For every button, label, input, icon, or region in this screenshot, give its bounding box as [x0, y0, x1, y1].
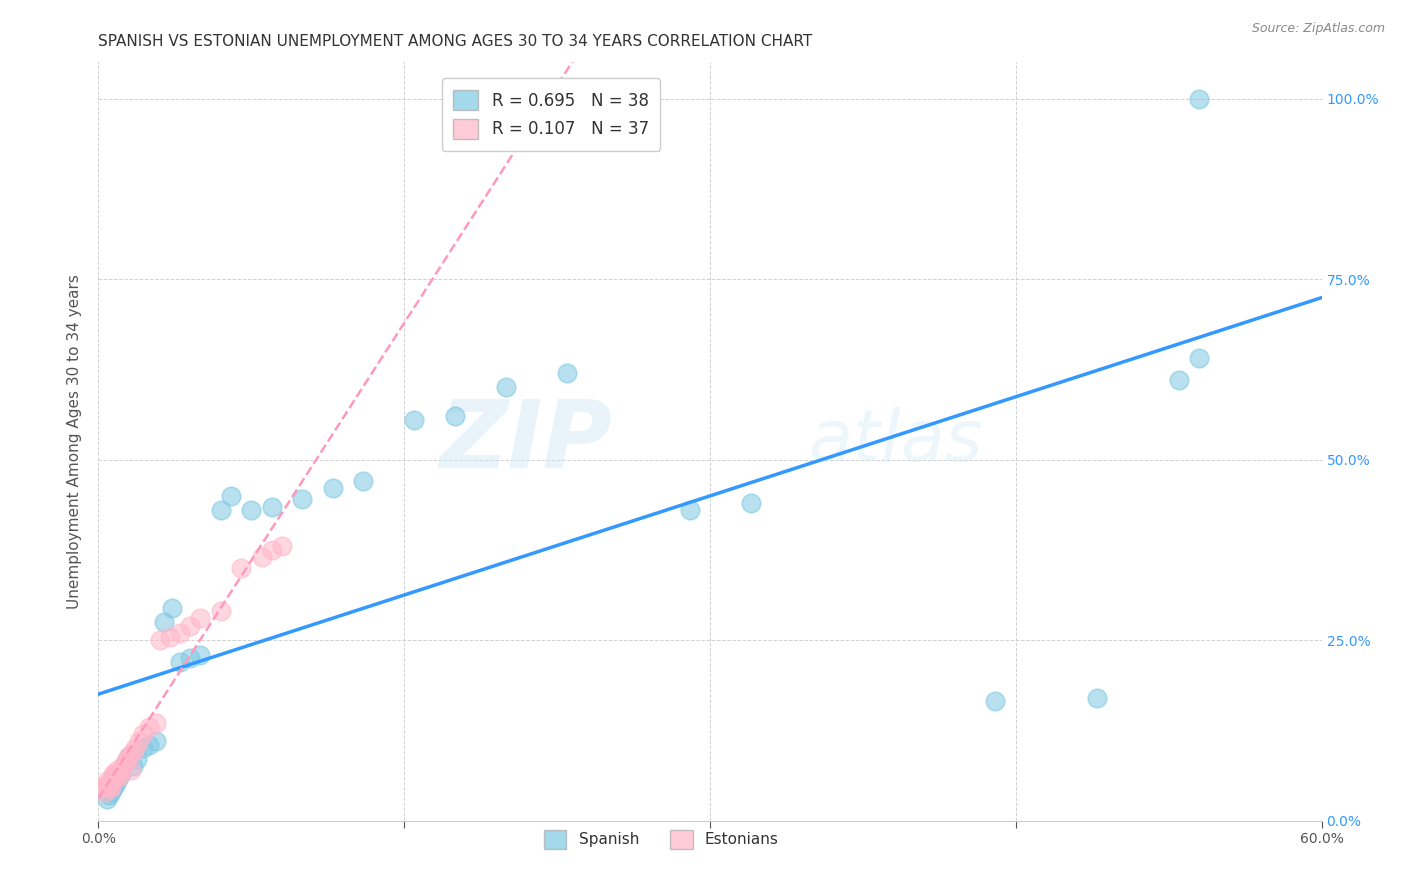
Point — [105, 763, 128, 777]
Point — [219, 489, 242, 503]
Point — [209, 604, 232, 618]
Point — [96, 792, 118, 806]
Point — [984, 694, 1007, 708]
Point — [1085, 690, 1108, 705]
Point — [240, 503, 263, 517]
Point — [93, 785, 115, 799]
Point — [110, 766, 132, 780]
Point — [97, 789, 120, 803]
Point — [169, 626, 191, 640]
Point — [122, 745, 145, 759]
Point — [108, 766, 131, 780]
Point — [108, 770, 131, 784]
Point — [1188, 91, 1211, 105]
Point — [138, 720, 160, 734]
Point — [152, 615, 174, 629]
Point — [160, 600, 183, 615]
Text: SPANISH VS ESTONIAN UNEMPLOYMENT AMONG AGES 30 TO 34 YEARS CORRELATION CHART: SPANISH VS ESTONIAN UNEMPLOYMENT AMONG A… — [98, 34, 813, 49]
Point — [114, 756, 136, 770]
Point — [114, 756, 136, 770]
Point — [1188, 351, 1211, 366]
Point — [118, 748, 141, 763]
Point — [132, 727, 155, 741]
Point — [96, 778, 118, 792]
Point — [104, 770, 127, 784]
Point — [169, 655, 191, 669]
Point — [110, 763, 132, 777]
Point — [100, 785, 122, 799]
Point — [145, 716, 167, 731]
Point — [104, 778, 127, 792]
Point — [188, 648, 212, 662]
Point — [96, 773, 118, 788]
Point — [127, 752, 149, 766]
Point — [495, 380, 517, 394]
Point — [250, 550, 273, 565]
Point — [122, 759, 145, 773]
Point — [322, 482, 344, 496]
Point — [679, 503, 702, 517]
Point — [118, 748, 141, 763]
Point — [188, 611, 212, 625]
Point — [111, 759, 134, 773]
Legend: Spanish, Estonians: Spanish, Estonians — [537, 824, 785, 855]
Point — [108, 770, 131, 784]
Point — [555, 366, 579, 380]
Point — [101, 770, 124, 784]
Point — [104, 766, 127, 780]
Point — [179, 651, 201, 665]
Point — [97, 778, 120, 792]
Point — [291, 492, 314, 507]
Point — [128, 734, 150, 748]
Point — [231, 561, 253, 575]
Text: atlas: atlas — [808, 407, 983, 476]
Point — [1167, 373, 1189, 387]
Point — [120, 763, 142, 777]
Point — [179, 618, 201, 632]
Point — [145, 734, 167, 748]
Point — [100, 781, 122, 796]
Point — [260, 500, 283, 514]
Text: ZIP: ZIP — [439, 395, 612, 488]
Point — [149, 633, 172, 648]
Point — [101, 766, 124, 780]
Point — [270, 539, 294, 553]
Y-axis label: Unemployment Among Ages 30 to 34 years: Unemployment Among Ages 30 to 34 years — [66, 274, 82, 609]
Point — [105, 773, 128, 788]
Point — [132, 741, 155, 756]
Point — [101, 781, 124, 796]
Point — [138, 738, 160, 752]
Point — [404, 413, 426, 427]
Point — [740, 496, 762, 510]
Point — [124, 741, 146, 756]
Point — [100, 773, 122, 788]
Point — [209, 503, 232, 517]
Point — [91, 781, 114, 796]
Point — [352, 475, 374, 489]
Point — [159, 630, 181, 644]
Point — [260, 542, 283, 557]
Point — [115, 752, 138, 766]
Text: Source: ZipAtlas.com: Source: ZipAtlas.com — [1251, 22, 1385, 36]
Point — [444, 409, 467, 424]
Point — [97, 781, 120, 796]
